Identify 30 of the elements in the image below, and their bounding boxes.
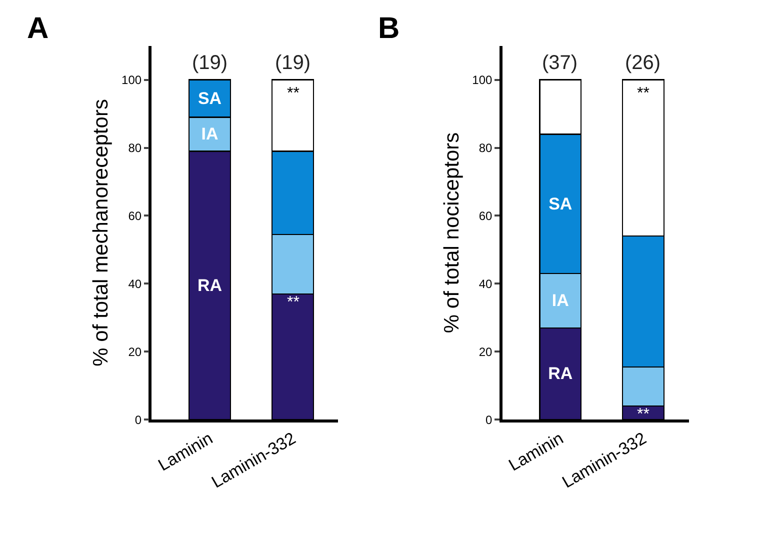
- y-axis-title: % of total mechanoreceptors: [90, 99, 113, 366]
- y-tick-label: 60: [478, 208, 493, 223]
- y-tick-label: 100: [122, 73, 142, 88]
- y-tick-label: 20: [478, 344, 493, 359]
- annotation: (19): [192, 52, 228, 74]
- y-tick-label: 80: [128, 140, 142, 155]
- y-axis-title: % of total nociceptors: [440, 132, 464, 334]
- series-label: SA: [198, 89, 222, 108]
- y-tick-label: 20: [128, 344, 142, 359]
- series-label: RA: [197, 276, 222, 295]
- series-label: RA: [548, 364, 573, 384]
- y-tick-label: 0: [486, 412, 493, 427]
- annotation: (19): [275, 52, 311, 74]
- chart-title: B: [378, 12, 400, 45]
- y-tick-label: 60: [128, 208, 142, 223]
- annotation: **: [287, 85, 300, 102]
- series-label: SA: [548, 194, 572, 214]
- annotation: **: [637, 406, 650, 423]
- annotation: **: [637, 85, 650, 102]
- y-tick-label: 80: [478, 140, 493, 155]
- y-tick-label: 40: [478, 276, 493, 291]
- chart-title: A: [27, 12, 49, 45]
- series-label: IA: [201, 124, 218, 144]
- annotation: (37): [542, 52, 578, 74]
- y-tick-label: 40: [128, 276, 142, 291]
- annotation: **: [287, 294, 300, 311]
- series-label: IA: [552, 291, 569, 310]
- y-tick-label: 0: [134, 412, 142, 427]
- y-tick-label: 100: [472, 73, 493, 88]
- annotation: (26): [625, 52, 661, 74]
